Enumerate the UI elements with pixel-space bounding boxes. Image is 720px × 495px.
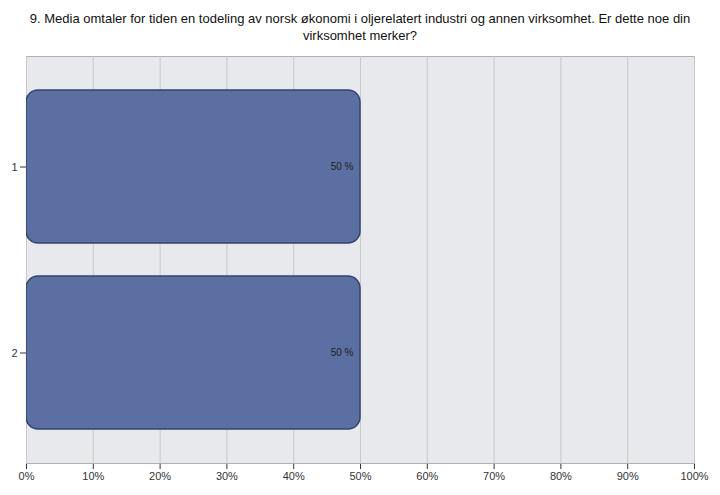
svg-text:40%: 40% xyxy=(283,470,305,482)
svg-text:0%: 0% xyxy=(19,470,35,482)
svg-text:80%: 80% xyxy=(550,470,572,482)
svg-text:50 %: 50 % xyxy=(331,347,354,358)
svg-text:50 %: 50 % xyxy=(331,161,354,172)
svg-text:10%: 10% xyxy=(82,470,104,482)
svg-text:60%: 60% xyxy=(416,470,438,482)
svg-text:50%: 50% xyxy=(349,470,371,482)
svg-text:30%: 30% xyxy=(216,470,238,482)
svg-text:90%: 90% xyxy=(617,470,639,482)
html-text:9. Media omtaler for tiden en: 9. Media omtaler for tiden en todeling a… xyxy=(29,11,691,43)
svg-text:2: 2 xyxy=(11,347,17,359)
svg-text:1: 1 xyxy=(11,161,17,173)
svg-text:20%: 20% xyxy=(149,470,171,482)
svg-text:100%: 100% xyxy=(680,470,708,482)
svg-text:70%: 70% xyxy=(483,470,505,482)
